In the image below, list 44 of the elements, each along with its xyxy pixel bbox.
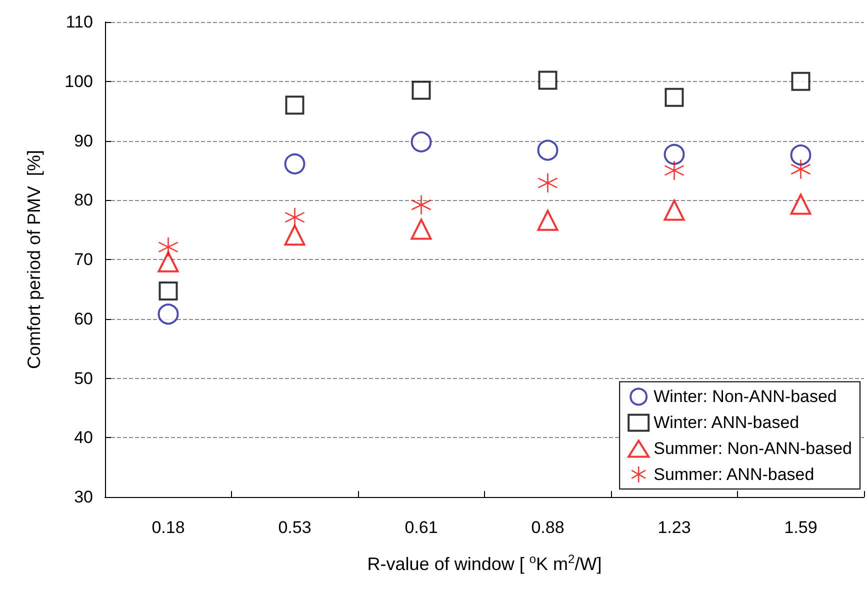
point bbox=[791, 72, 810, 91]
point bbox=[410, 218, 432, 240]
point bbox=[412, 80, 431, 100]
x-tick-label: 0.18 bbox=[152, 518, 185, 537]
point bbox=[790, 159, 811, 180]
y-tick-label: 50 bbox=[74, 368, 93, 388]
legend-label: Winter: ANN-based bbox=[654, 413, 800, 432]
y-tick-label: 70 bbox=[74, 250, 93, 269]
point bbox=[664, 144, 685, 165]
point bbox=[537, 210, 558, 231]
point bbox=[158, 251, 179, 272]
point bbox=[158, 304, 179, 325]
legend-label: Summer: ANN-based bbox=[654, 464, 814, 484]
point bbox=[411, 194, 432, 216]
point bbox=[285, 96, 304, 115]
legend-label: Winter: Non-ANN-based bbox=[654, 387, 837, 406]
point bbox=[790, 144, 812, 166]
point bbox=[664, 200, 685, 221]
y-tick-label: 30 bbox=[74, 488, 93, 506]
point bbox=[158, 281, 178, 300]
y-tick-label: 100 bbox=[64, 72, 93, 91]
y-tick-label: 110 bbox=[66, 12, 93, 32]
legend-label: Summer: Non-ANN-based bbox=[654, 439, 852, 458]
point bbox=[664, 160, 684, 181]
point bbox=[284, 153, 306, 174]
point bbox=[538, 172, 558, 194]
point bbox=[538, 70, 558, 90]
x-tick-label: 0.88 bbox=[531, 518, 564, 537]
y-tick-label: 40 bbox=[74, 428, 93, 448]
x-tick-label: 1.59 bbox=[784, 518, 818, 537]
y-tick-label: 60 bbox=[74, 309, 93, 328]
point bbox=[284, 224, 306, 246]
point bbox=[284, 207, 305, 228]
x-tick-label: 0.53 bbox=[278, 518, 312, 537]
point bbox=[664, 88, 684, 107]
y-tick-label: 90 bbox=[74, 131, 93, 150]
point bbox=[158, 236, 178, 258]
y-tick-label: 80 bbox=[74, 190, 93, 210]
x-tick-label: 0.61 bbox=[404, 518, 438, 537]
point bbox=[537, 140, 558, 161]
x-tick-label: 1.23 bbox=[658, 518, 691, 537]
point bbox=[410, 131, 432, 152]
y-axis-title: Comfort period of PMV [%] bbox=[24, 150, 44, 370]
point bbox=[790, 194, 812, 215]
